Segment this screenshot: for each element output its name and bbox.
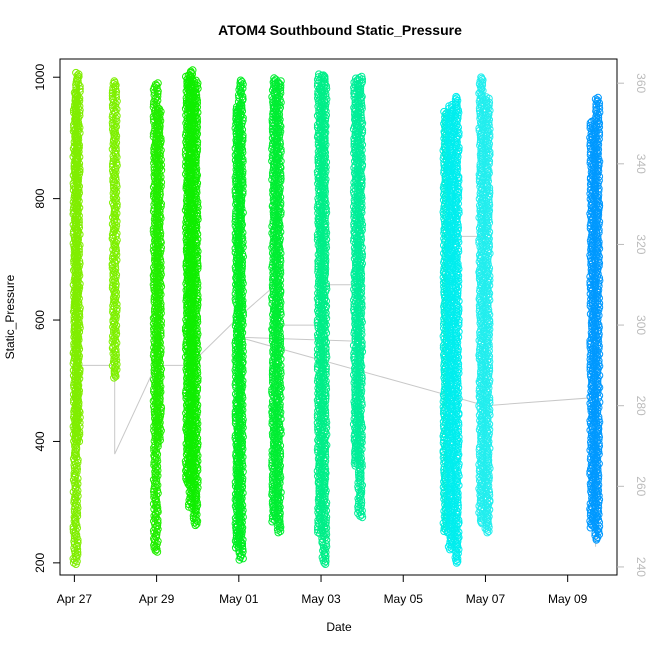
profile-point [75, 97, 84, 105]
profile-point [72, 89, 80, 97]
profile-point [73, 74, 82, 83]
profile-point [110, 328, 118, 337]
profile-point [112, 134, 120, 143]
profile-point [153, 506, 162, 515]
profile-point [72, 290, 81, 299]
profile-point [74, 72, 83, 81]
profile-point [72, 468, 81, 476]
profile-point [70, 472, 79, 480]
profile-point [110, 77, 119, 86]
profile-point [73, 210, 81, 219]
profile-2 [108, 77, 121, 382]
profile-point [109, 299, 118, 307]
profile-point [71, 376, 80, 384]
profile-point [73, 512, 82, 520]
profile-point [153, 518, 162, 527]
profile-point [112, 146, 120, 155]
profile-point [112, 144, 120, 152]
profile-point [111, 268, 119, 277]
profile-point [73, 550, 82, 559]
profile-point [76, 85, 84, 93]
chart-title: ATOM4 Southbound Static_Pressure [218, 22, 462, 38]
profile-point [150, 544, 159, 552]
profile-point [108, 89, 117, 98]
profile-point [72, 420, 80, 429]
profile-point [110, 313, 119, 322]
profile-series [69, 66, 604, 568]
profile-point [75, 143, 83, 152]
profile-point [72, 429, 80, 438]
profile-point [75, 111, 84, 120]
profile-point [150, 487, 158, 496]
plot-frame [59, 58, 618, 576]
profile-point [72, 444, 81, 452]
profile-point [72, 278, 81, 287]
profile-1 [71, 68, 84, 446]
profile-point [110, 242, 119, 251]
profile-point [75, 241, 84, 250]
profile-point [72, 68, 80, 77]
profile-point [109, 104, 117, 112]
